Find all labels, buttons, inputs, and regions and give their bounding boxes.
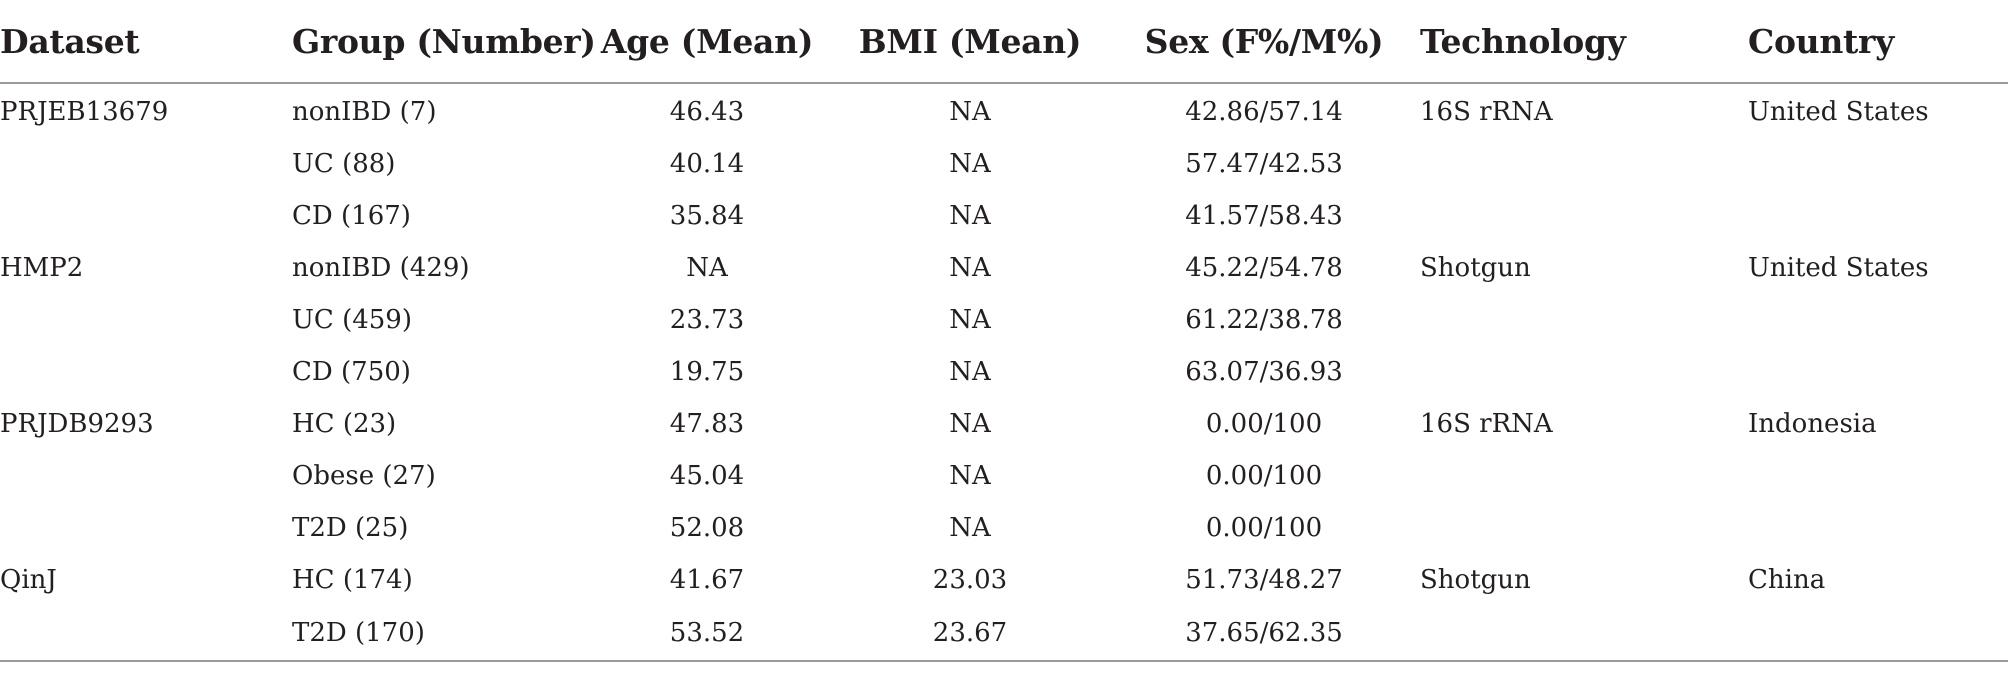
cell-dataset — [0, 190, 292, 242]
table-row: UC (88) 40.14 NA 57.47/42.53 — [0, 138, 2008, 190]
cell-bmi: NA — [949, 149, 991, 179]
cell-dataset: PRJEB13679 — [0, 97, 169, 127]
table-row: UC (459) 23.73 NA 61.22/38.78 — [0, 294, 2008, 346]
cell-dataset: HMP2 — [0, 253, 84, 283]
cell-dataset: PRJDB9293 — [0, 409, 154, 439]
cell-age: 41.67 — [669, 565, 745, 595]
cell-technology: 16S rRNA — [1420, 97, 1553, 127]
table-row: QinJ HC (174) 41.67 23.03 51.73/48.27 Sh… — [0, 554, 2008, 606]
cell-sex: 63.07/36.93 — [1185, 357, 1343, 387]
cell-age: 53.52 — [582, 606, 832, 662]
cell-country — [1748, 450, 2008, 502]
cell-technology — [1420, 502, 1748, 554]
cell-group: UC (459) — [292, 305, 412, 335]
table-row: T2D (170) 53.52 23.67 37.65/62.35 — [0, 606, 2008, 662]
cell-group: nonIBD (429) — [292, 253, 470, 283]
cell-country — [1748, 606, 2008, 662]
cell-dataset — [0, 606, 292, 662]
cell-age: 46.43 — [669, 97, 745, 127]
cell-sex: 45.22/54.78 — [1185, 253, 1343, 283]
cell-bmi: 23.67 — [832, 606, 1108, 662]
cell-dataset — [0, 502, 292, 554]
cell-age: 40.14 — [669, 149, 745, 179]
cell-sex: 0.00/100 — [1205, 409, 1323, 439]
cell-country — [1748, 294, 2008, 346]
cell-age: 23.73 — [669, 305, 745, 335]
cell-dataset — [0, 450, 292, 502]
cell-group: HC (23) — [292, 409, 397, 439]
cell-group: CD (750) — [292, 357, 411, 387]
cell-country: United States — [1748, 253, 1929, 283]
table-header: Dataset Group (Number) Age (Mean) BMI (M… — [0, 0, 2008, 84]
cell-technology: 16S rRNA — [1420, 409, 1553, 439]
header-group-number: Group (Number) — [292, 0, 596, 84]
header-sex-ratio: Sex (F%/M%) — [1108, 0, 1420, 84]
header-dataset: Dataset — [0, 0, 292, 84]
cell-group: T2D (170) — [292, 606, 582, 662]
cell-age: 47.83 — [669, 409, 745, 439]
cell-sex: 41.57/58.43 — [1185, 201, 1343, 231]
cell-sex: 0.00/100 — [1205, 513, 1323, 543]
table-row: CD (167) 35.84 NA 41.57/58.43 — [0, 190, 2008, 242]
cell-technology — [1420, 450, 1748, 502]
table-row: PRJDB9293 HC (23) 47.83 NA 0.00/100 16S … — [0, 398, 2008, 450]
cell-technology — [1420, 606, 1748, 662]
cell-bmi: NA — [949, 253, 991, 283]
cell-age: 35.84 — [669, 201, 745, 231]
cell-group: nonIBD (7) — [292, 97, 437, 127]
cell-bmi: NA — [949, 357, 991, 387]
cell-country: China — [1748, 565, 1826, 595]
cell-technology — [1420, 190, 1748, 242]
cell-bmi: NA — [949, 409, 991, 439]
cell-group: T2D (25) — [292, 513, 409, 543]
cell-sex: 0.00/100 — [1205, 461, 1323, 491]
cell-sex: 42.86/57.14 — [1185, 97, 1343, 127]
cell-age: NA — [686, 253, 728, 283]
cell-sex: 37.65/62.35 — [1108, 606, 1420, 662]
table-row: T2D (25) 52.08 NA 0.00/100 — [0, 502, 2008, 554]
cell-dataset — [0, 346, 292, 398]
cell-bmi: NA — [949, 97, 991, 127]
cell-country: Indonesia — [1748, 409, 1877, 439]
header-age-mean: Age (Mean) — [582, 0, 832, 84]
cell-country — [1748, 502, 2008, 554]
table-body: PRJEB13679 nonIBD (7) 46.43 NA 42.86/57.… — [0, 83, 2008, 662]
cell-bmi: 23.03 — [932, 565, 1008, 595]
cell-group: HC (174) — [292, 565, 413, 595]
cell-age: 19.75 — [669, 357, 745, 387]
cell-country: United States — [1748, 97, 1929, 127]
dataset-table: Dataset Group (Number) Age (Mean) BMI (M… — [0, 0, 2008, 662]
cell-technology — [1420, 346, 1748, 398]
table-row: CD (750) 19.75 NA 63.07/36.93 — [0, 346, 2008, 398]
cell-bmi: NA — [949, 201, 991, 231]
cell-group: CD (167) — [292, 201, 411, 231]
cell-bmi: NA — [949, 513, 991, 543]
cell-sex: 51.73/48.27 — [1185, 565, 1343, 595]
cell-country — [1748, 138, 2008, 190]
table-row: Obese (27) 45.04 NA 0.00/100 — [0, 450, 2008, 502]
cell-group: UC (88) — [292, 149, 396, 179]
cell-age: 52.08 — [669, 513, 745, 543]
cell-age: 45.04 — [669, 461, 745, 491]
header-technology: Technology — [1420, 0, 1748, 84]
cell-bmi: NA — [949, 461, 991, 491]
table-row: PRJEB13679 nonIBD (7) 46.43 NA 42.86/57.… — [0, 83, 2008, 138]
cell-technology — [1420, 138, 1748, 190]
cell-sex: 61.22/38.78 — [1185, 305, 1343, 335]
cell-dataset — [0, 138, 292, 190]
cell-sex: 57.47/42.53 — [1185, 149, 1343, 179]
cell-country — [1748, 190, 2008, 242]
cell-technology: Shotgun — [1420, 565, 1531, 595]
cell-dataset: QinJ — [0, 565, 57, 595]
header-bmi-mean: BMI (Mean) — [832, 0, 1108, 84]
cell-dataset — [0, 294, 292, 346]
cell-group: Obese (27) — [292, 461, 436, 491]
header-country: Country — [1748, 0, 2008, 84]
cell-country — [1748, 346, 2008, 398]
table-row: HMP2 nonIBD (429) NA NA 45.22/54.78 Shot… — [0, 242, 2008, 294]
cell-technology: Shotgun — [1420, 253, 1531, 283]
cell-technology — [1420, 294, 1748, 346]
header-row: Dataset Group (Number) Age (Mean) BMI (M… — [0, 0, 2008, 84]
cell-bmi: NA — [949, 305, 991, 335]
